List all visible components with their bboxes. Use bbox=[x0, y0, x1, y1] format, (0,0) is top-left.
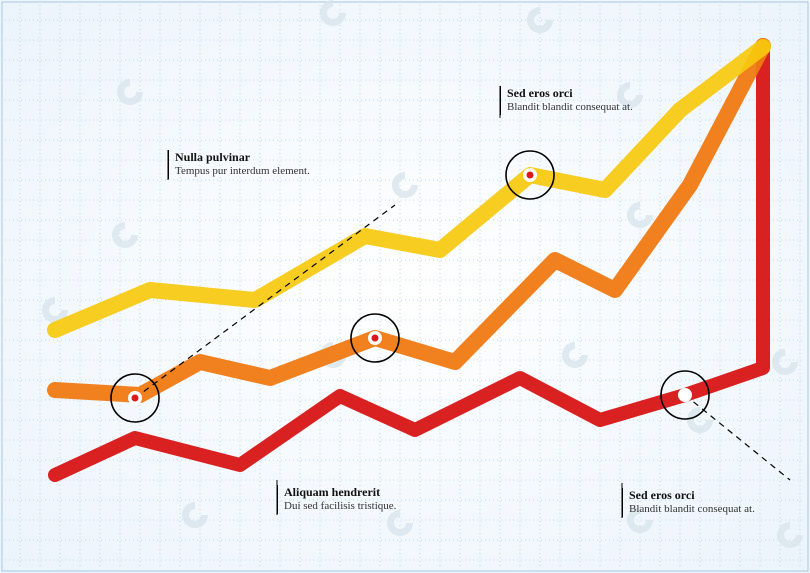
anno-bottom-subtitle: Dui sed facilisis tristique. bbox=[284, 500, 396, 514]
anno-left: Nulla pulvinarTempus pur interdum elemen… bbox=[168, 150, 310, 179]
anno-right-title: Sed eros orci bbox=[629, 488, 755, 503]
anno-left-title: Nulla pulvinar bbox=[175, 150, 310, 165]
orange-marker-dot bbox=[132, 395, 139, 402]
anno-right: Sed eros orciBlandit blandit consequat a… bbox=[622, 488, 755, 517]
anno-right-subtitle: Blandit blandit consequat at. bbox=[629, 503, 755, 517]
anno-top-title: Sed eros orci bbox=[507, 86, 633, 101]
red-marker-dot bbox=[682, 392, 689, 399]
anno-bottom: Aliquam hendreritDui sed facilisis trist… bbox=[277, 485, 396, 514]
yellow-marker-dot bbox=[527, 172, 534, 179]
chart-stage: Sed eros orciBlandit blandit consequat a… bbox=[0, 0, 810, 573]
middle-marker-dot bbox=[372, 335, 379, 342]
anno-top: Sed eros orciBlandit blandit consequat a… bbox=[500, 86, 633, 115]
anno-bottom-title: Aliquam hendrerit bbox=[284, 485, 396, 500]
anno-left-subtitle: Tempus pur interdum element. bbox=[175, 165, 310, 179]
anno-top-subtitle: Blandit blandit consequat at. bbox=[507, 101, 633, 115]
